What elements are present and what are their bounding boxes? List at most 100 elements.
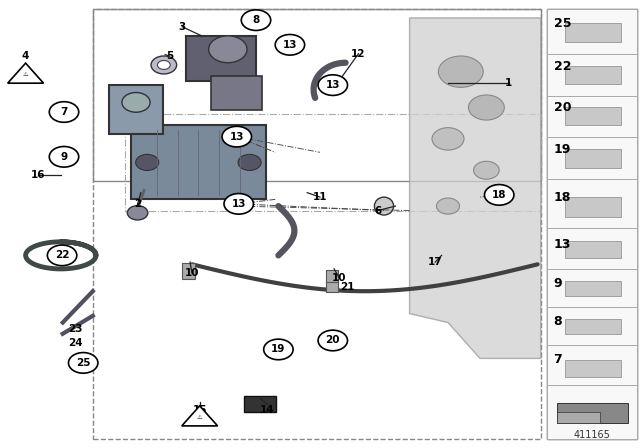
Circle shape bbox=[157, 60, 170, 69]
Text: 15: 15 bbox=[193, 405, 207, 415]
Text: 24: 24 bbox=[68, 338, 83, 348]
Text: ⚠: ⚠ bbox=[197, 415, 202, 420]
Text: 20: 20 bbox=[326, 336, 340, 345]
Text: 13: 13 bbox=[230, 132, 244, 142]
Circle shape bbox=[241, 10, 271, 30]
Bar bbox=[565, 149, 621, 168]
Bar bbox=[565, 107, 621, 125]
Text: 14: 14 bbox=[260, 405, 275, 415]
Circle shape bbox=[438, 56, 483, 87]
Circle shape bbox=[318, 330, 348, 351]
Bar bbox=[547, 96, 637, 137]
Bar bbox=[565, 319, 621, 334]
Circle shape bbox=[209, 36, 247, 63]
Circle shape bbox=[151, 56, 177, 74]
Polygon shape bbox=[410, 18, 541, 358]
Bar bbox=[547, 54, 637, 96]
Text: 5: 5 bbox=[166, 51, 173, 61]
Text: 25: 25 bbox=[76, 358, 90, 368]
Text: 19: 19 bbox=[554, 143, 571, 156]
Bar bbox=[131, 125, 266, 199]
Text: 411165: 411165 bbox=[573, 430, 611, 439]
Text: ⚠: ⚠ bbox=[23, 72, 28, 78]
Text: 7: 7 bbox=[554, 353, 563, 366]
Text: 2: 2 bbox=[134, 199, 141, 209]
Bar bbox=[565, 241, 621, 258]
Bar bbox=[93, 9, 541, 181]
Text: 13: 13 bbox=[326, 80, 340, 90]
Text: 21: 21 bbox=[340, 282, 355, 292]
Ellipse shape bbox=[374, 197, 394, 215]
Circle shape bbox=[238, 154, 261, 171]
Circle shape bbox=[222, 126, 252, 147]
Text: 7: 7 bbox=[60, 107, 68, 117]
Circle shape bbox=[47, 245, 77, 266]
Circle shape bbox=[49, 102, 79, 122]
Text: 9: 9 bbox=[554, 277, 562, 290]
Text: 10: 10 bbox=[185, 268, 199, 278]
Text: 23: 23 bbox=[68, 324, 83, 334]
Circle shape bbox=[49, 146, 79, 167]
Bar bbox=[93, 9, 541, 439]
Bar bbox=[565, 198, 621, 217]
Bar bbox=[565, 281, 621, 296]
Text: 18: 18 bbox=[492, 190, 506, 200]
Text: 22: 22 bbox=[554, 60, 571, 73]
Text: 6: 6 bbox=[374, 206, 381, 215]
Text: 13: 13 bbox=[232, 199, 246, 209]
Text: 4: 4 bbox=[22, 51, 29, 61]
Text: 19: 19 bbox=[271, 345, 285, 354]
Bar bbox=[547, 228, 637, 269]
Text: 8: 8 bbox=[554, 315, 562, 328]
Bar bbox=[557, 412, 600, 423]
Bar bbox=[547, 137, 637, 179]
Circle shape bbox=[484, 185, 514, 205]
Text: 20: 20 bbox=[554, 101, 571, 114]
Circle shape bbox=[264, 339, 293, 360]
Circle shape bbox=[127, 206, 148, 220]
Circle shape bbox=[68, 353, 98, 373]
Circle shape bbox=[468, 95, 504, 120]
Bar bbox=[244, 396, 276, 412]
Bar bbox=[547, 307, 637, 345]
Polygon shape bbox=[8, 63, 44, 83]
Text: 9: 9 bbox=[60, 152, 68, 162]
Bar bbox=[109, 85, 163, 134]
Circle shape bbox=[275, 34, 305, 55]
Bar bbox=[211, 76, 262, 110]
Bar bbox=[547, 179, 637, 228]
Bar bbox=[547, 385, 637, 439]
Text: 17: 17 bbox=[428, 257, 442, 267]
Circle shape bbox=[224, 194, 253, 214]
Text: 13: 13 bbox=[283, 40, 297, 50]
Text: 10: 10 bbox=[332, 273, 346, 283]
Circle shape bbox=[474, 161, 499, 179]
Text: 25: 25 bbox=[554, 17, 571, 30]
Bar bbox=[565, 65, 621, 84]
Bar bbox=[326, 270, 338, 283]
Bar bbox=[186, 36, 256, 81]
Text: 12: 12 bbox=[351, 49, 365, 59]
Bar bbox=[565, 360, 621, 377]
Text: 1: 1 bbox=[505, 78, 513, 88]
Bar bbox=[326, 282, 338, 292]
Text: 11: 11 bbox=[313, 192, 327, 202]
Bar bbox=[125, 114, 541, 211]
Bar bbox=[547, 9, 637, 54]
Circle shape bbox=[318, 75, 348, 95]
Circle shape bbox=[436, 198, 460, 214]
Bar bbox=[547, 269, 637, 307]
Text: 13: 13 bbox=[554, 238, 571, 251]
Text: 22: 22 bbox=[55, 250, 69, 260]
Bar bbox=[547, 9, 637, 439]
Bar bbox=[547, 345, 637, 385]
Bar bbox=[557, 403, 628, 423]
Text: 16: 16 bbox=[31, 170, 45, 180]
Text: 3: 3 bbox=[179, 22, 186, 32]
Bar bbox=[182, 263, 195, 279]
Text: 18: 18 bbox=[554, 191, 571, 204]
Polygon shape bbox=[182, 406, 218, 426]
Circle shape bbox=[122, 93, 150, 112]
Text: 8: 8 bbox=[252, 15, 260, 25]
Bar bbox=[565, 23, 621, 42]
